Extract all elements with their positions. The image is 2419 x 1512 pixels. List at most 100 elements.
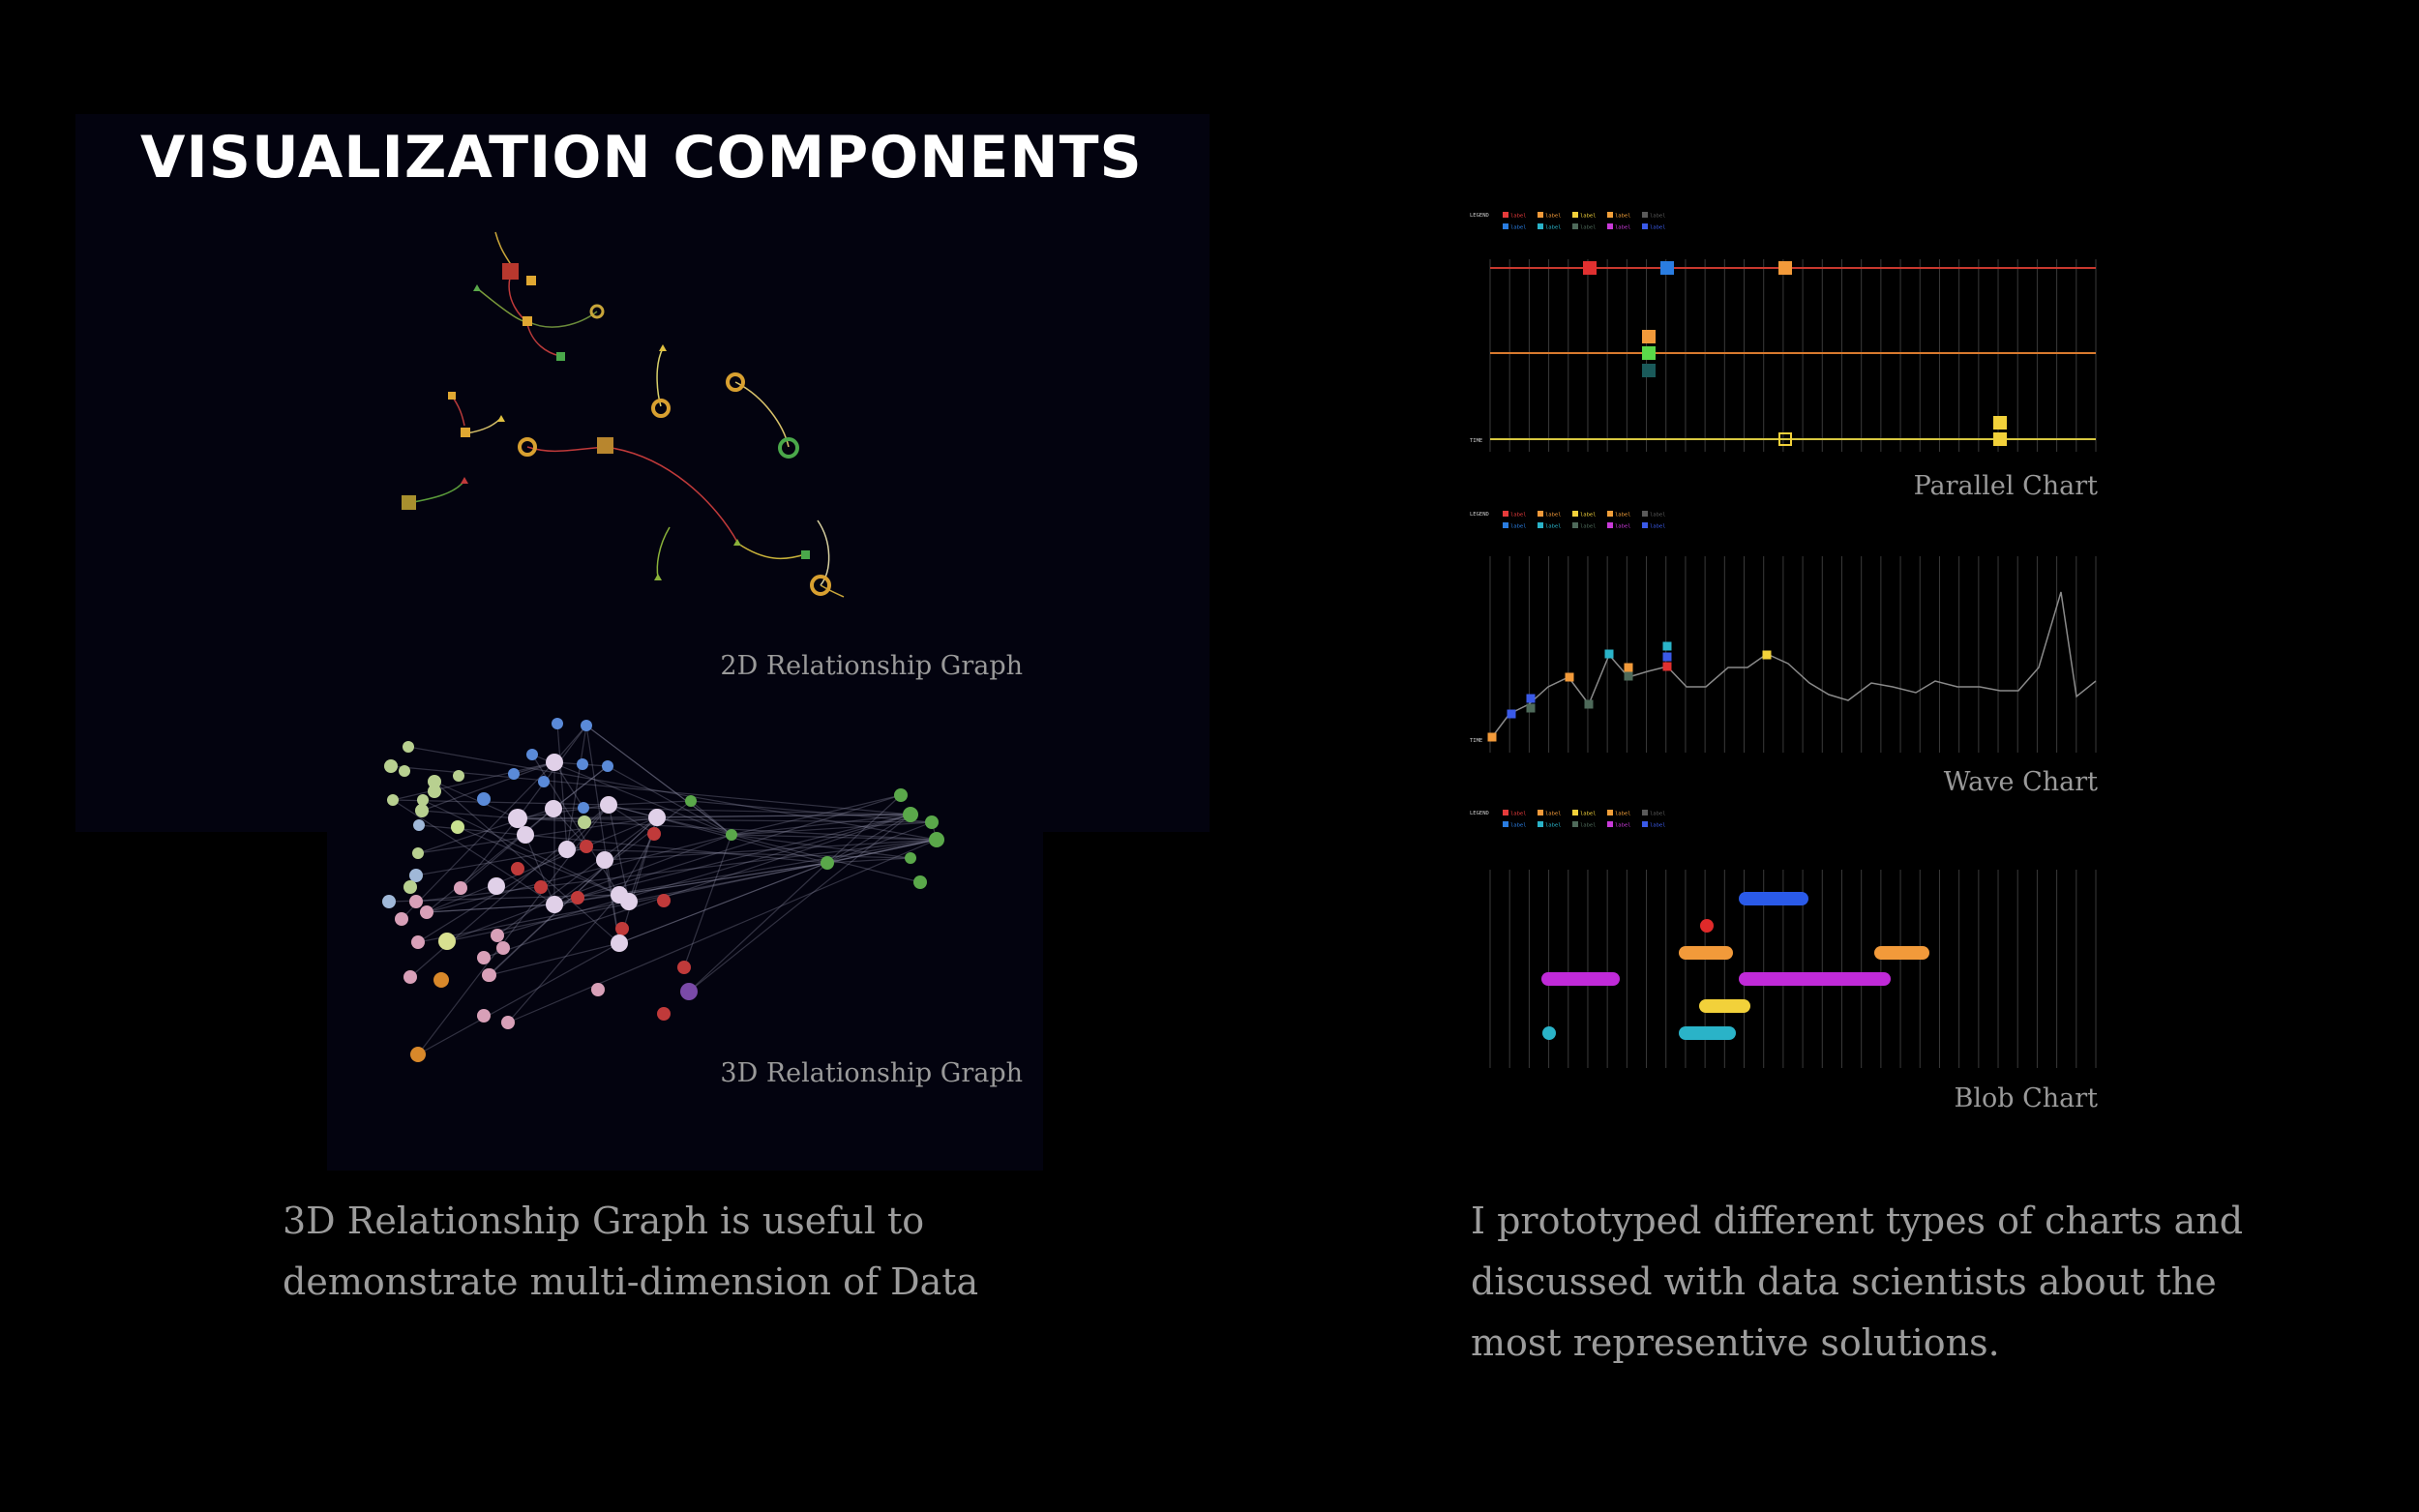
graph-3d-node [384, 759, 398, 773]
parallel-point [1778, 261, 1792, 275]
graph-3d-node [581, 720, 592, 731]
graph-3d-edge [731, 814, 911, 836]
graph-3d-edge [552, 765, 609, 810]
legend-label: label [1615, 513, 1631, 519]
graph-3d-node [680, 983, 698, 1000]
graph-2d-node [461, 428, 470, 437]
graph-3d-node [545, 800, 562, 817]
legend-label: label [1650, 225, 1666, 231]
legend-label: label [1545, 225, 1562, 231]
graph-3d-node [451, 820, 464, 834]
legend-label: label [1615, 214, 1631, 220]
legend-label: label [1510, 823, 1527, 829]
legend-swatch [1642, 810, 1648, 815]
graph-3d-node [526, 749, 538, 760]
graph-3d-edge [731, 821, 933, 836]
graph-3d-node [403, 970, 417, 984]
wave-point [1526, 703, 1536, 713]
graph-3d-edge [826, 794, 902, 864]
legend-label: label [1545, 524, 1562, 530]
graph-3d-edge [553, 862, 828, 905]
graph-3d-node [615, 922, 629, 935]
graph-3d-edge [656, 816, 732, 836]
graph-3d-edge [553, 761, 584, 809]
graph-3d-node [600, 796, 617, 814]
graph-3d-node [929, 832, 944, 847]
graph-3d-node [453, 770, 464, 782]
graph-3d-edge [656, 814, 911, 818]
graph-3d-edge [426, 904, 555, 913]
graph-3d-edge [426, 904, 555, 913]
wave-point [1624, 663, 1633, 672]
wave-point [1662, 652, 1672, 662]
wave-chart[interactable]: LEGEND label label label label label label labe… [0, 0, 2129, 764]
graph-3d-edge [496, 814, 911, 936]
graph-3d-edge [826, 839, 938, 864]
graph-3d-node [477, 951, 491, 964]
graph-3d-edge [421, 810, 519, 819]
graph-3d[interactable] [0, 0, 1210, 1171]
legend-label: label [1650, 524, 1666, 530]
graph-3d-node [428, 775, 441, 788]
graph-2d-node [497, 415, 505, 422]
graph-3d-edge [426, 834, 732, 913]
graph-3d-edge [608, 804, 655, 835]
graph-2d-node [461, 477, 468, 484]
legend-swatch [1538, 212, 1543, 218]
graph-3d-edge [483, 814, 911, 959]
legend-swatch [1642, 511, 1648, 517]
graph-3d-node [577, 758, 588, 770]
legend-swatch [1607, 223, 1613, 229]
graph-3d-node [415, 804, 429, 817]
graph-2d-node [402, 495, 416, 510]
legend-label: label [1580, 812, 1597, 817]
graph-3d-edge [607, 765, 732, 836]
graph-3d-edge [426, 808, 554, 913]
legend-swatch [1572, 223, 1578, 229]
graph-3d-edge [421, 761, 555, 812]
graph-2d-node [589, 304, 605, 319]
graph-3d-node [538, 776, 550, 787]
graph-3d-edge [608, 800, 692, 806]
graph-3d-node [546, 896, 563, 913]
parallel-chart-caption: Parallel Chart [1913, 471, 2098, 501]
blob-chart[interactable]: LEGEND label label label label label label labe… [0, 0, 2129, 1074]
right-description-line: discussed with data scientists about the [1471, 1260, 2217, 1303]
graph-3d-node [409, 869, 423, 882]
graph-3d-node [491, 929, 504, 942]
legend-swatch [1503, 511, 1508, 517]
graph-3d-edge [566, 848, 911, 859]
legend-label: label [1615, 225, 1631, 231]
graph-3d-nodes [382, 718, 944, 1062]
parallel-chart[interactable]: LEGEND label label label label label label labe… [0, 0, 2129, 464]
graph-3d-edge [826, 814, 911, 864]
legend-swatch [1503, 522, 1508, 528]
legend-label: label [1580, 524, 1597, 530]
graph-3d-node [412, 847, 424, 859]
graph-3d-edge [731, 834, 938, 841]
graph-3d-node [420, 905, 433, 919]
graph-3d-edge [690, 800, 732, 836]
graph-2d-node [523, 316, 532, 326]
time-label: TIME [1470, 438, 1482, 444]
legend-swatch [1503, 810, 1508, 815]
graph-3d-node [648, 809, 666, 826]
parallel-point [1660, 261, 1674, 275]
right-description-line: most representive solutions. [1471, 1321, 2000, 1364]
legend-swatch [1607, 821, 1613, 827]
legend-label: label [1510, 524, 1527, 530]
graph-3d-edge [585, 725, 620, 944]
graph-3d-node [552, 718, 563, 729]
parallel-point [1993, 432, 2007, 446]
graph-3d-node [403, 880, 417, 894]
graph-3d-node [677, 961, 691, 974]
right-description-line: I prototyped different types of charts a… [1471, 1200, 2244, 1242]
graph-2d[interactable] [0, 0, 1210, 832]
graph-3d-edge [553, 800, 692, 905]
legend-label: label [1545, 214, 1562, 220]
graph-2d-panel [75, 114, 1210, 832]
graph-3d-node [620, 893, 638, 910]
legend-swatch [1572, 522, 1578, 528]
legend-label: label [1615, 823, 1631, 829]
graph-3d-edge [683, 834, 732, 968]
